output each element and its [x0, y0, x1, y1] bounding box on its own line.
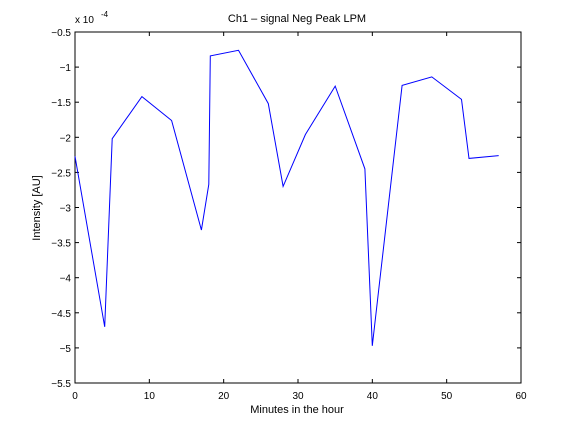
x-axis-label: Minutes in the hour	[250, 404, 344, 416]
y-tick-labels: −0.5 −1 −1.5 −2 −2.5 −3 −3.5 −4 −4.5 −5 −5.5	[51, 28, 71, 390]
x-tick-label: 50	[441, 391, 453, 402]
chart-title: Ch1 – signal Neg Peak LPM	[228, 13, 366, 25]
y-tick-label: −0.5	[51, 28, 71, 39]
x-tick-labels: 0 10 20 30 40 50 60	[72, 391, 527, 402]
y-tick-label: −2.5	[51, 168, 71, 179]
y-multiplier-label: x 10	[75, 15, 94, 26]
x-tick-label: 60	[515, 391, 527, 402]
y-tick-label: −2	[60, 133, 72, 144]
x-tick-label: 0	[72, 391, 78, 402]
x-tick-label: 30	[292, 391, 304, 402]
y-tick-label: −1.5	[51, 98, 71, 109]
x-tick-label: 10	[144, 391, 156, 402]
y-tick-label: −5.5	[51, 379, 71, 390]
y-axis-label: Intensity [AU]	[31, 175, 43, 240]
x-tick-label: 40	[367, 391, 379, 402]
series-line	[74, 49, 499, 346]
y-tick-label: −4	[60, 274, 72, 285]
y-tick-label: −5	[60, 344, 72, 355]
y-tick-label: −1	[60, 63, 72, 74]
y-tick-label: −3.5	[51, 239, 71, 250]
axis-ticks	[74, 31, 522, 384]
plot-area	[74, 31, 522, 384]
y-multiplier-exponent: -4	[101, 10, 109, 19]
y-tick-label: −4.5	[51, 309, 71, 320]
x-tick-label: 20	[218, 391, 230, 402]
y-tick-label: −3	[60, 204, 72, 215]
y-multiplier: x 10 -4	[75, 10, 109, 26]
